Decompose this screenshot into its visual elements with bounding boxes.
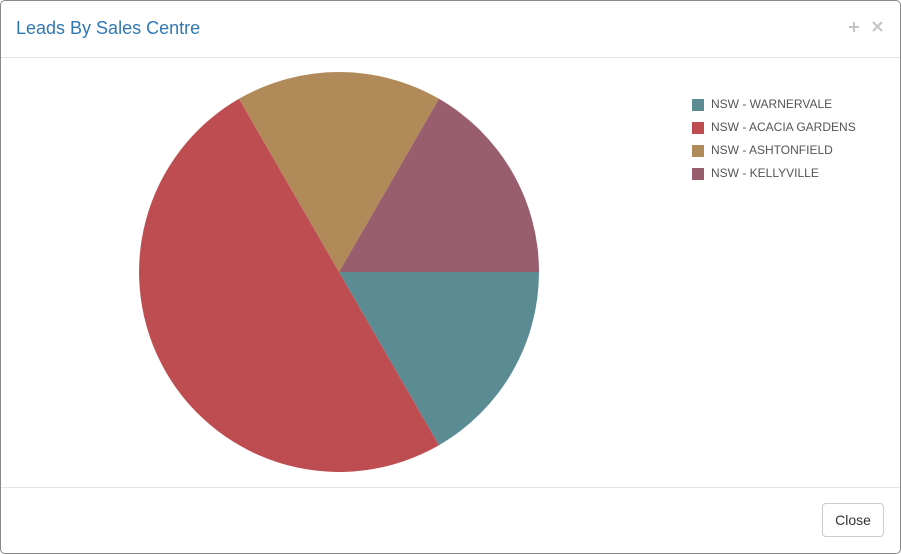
pie-slice (139, 98, 439, 472)
legend-swatch (692, 168, 704, 180)
header-divider (1, 57, 900, 58)
header-icons[interactable] (849, 21, 883, 32)
legend-label: NSW - ASHTONFIELD (711, 143, 833, 157)
legend-label: NSW - ACACIA GARDENS (711, 120, 856, 134)
modal-title: Leads By Sales Centre (16, 18, 201, 38)
legend-label: NSW - WARNERVALE (711, 97, 832, 111)
pie-slice (239, 71, 439, 272)
legend-label: NSW - KELLYVILLE (711, 166, 819, 180)
legend-swatch (692, 145, 704, 157)
legend-swatch (692, 99, 704, 111)
footer-divider (1, 487, 900, 488)
legend-swatch (692, 122, 704, 134)
pie-slice (339, 272, 539, 446)
pie-slice (339, 98, 539, 272)
close-button[interactable]: Close (822, 503, 884, 537)
